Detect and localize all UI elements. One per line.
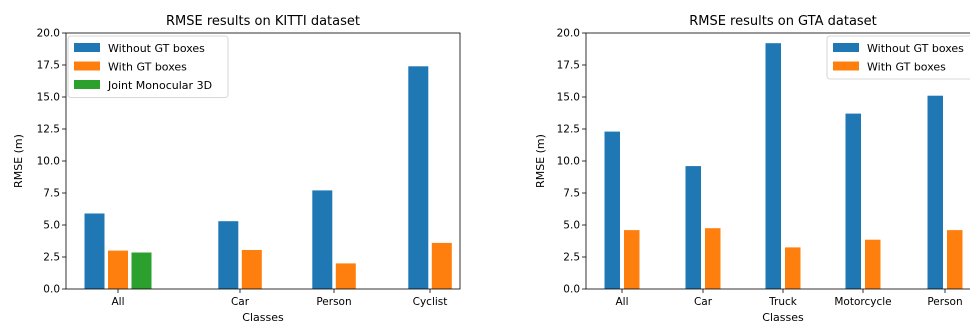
bar — [431, 242, 452, 289]
y-tick-label: 5.0 — [563, 220, 580, 232]
legend-label: With GT boxes — [867, 61, 946, 74]
bar — [408, 66, 429, 289]
x-tick-label: Truck — [768, 296, 798, 308]
bar — [604, 131, 620, 289]
legend-label: Without GT boxes — [108, 42, 205, 55]
legend-swatch — [74, 43, 100, 52]
x-axis-label: Classes — [242, 311, 284, 324]
legend-label: Without GT boxes — [867, 42, 964, 55]
gta-chart: RMSE results on GTA dataset Classes RMSE… — [534, 14, 970, 324]
chart-title: RMSE results on GTA dataset — [689, 14, 877, 29]
bar — [765, 43, 781, 290]
y-tick-label: 2.5 — [43, 252, 60, 264]
x-tick-label: Motorcycle — [834, 296, 891, 308]
y-tick-label: 10.0 — [557, 156, 580, 168]
legend-swatch — [833, 61, 859, 71]
kitti-chart: RMSE results on KITTI dataset Classes RM… — [12, 14, 461, 324]
y-tick-label: 7.5 — [43, 188, 60, 200]
x-tick-label: All — [111, 296, 124, 308]
bar — [241, 250, 262, 289]
bar — [218, 221, 239, 289]
bar — [947, 230, 963, 289]
bar — [335, 263, 356, 289]
bar — [845, 113, 861, 289]
y-tick-label: 2.5 — [563, 252, 580, 264]
bar — [84, 213, 105, 289]
bar — [927, 95, 943, 289]
y-tick-label: 10.0 — [37, 156, 60, 168]
y-tick-label: 7.5 — [563, 188, 580, 200]
bar — [785, 247, 801, 289]
y-tick-label: 20.0 — [557, 28, 580, 40]
bar — [312, 190, 333, 289]
legend-swatch — [74, 80, 100, 89]
x-tick-label: Person — [316, 296, 351, 308]
y-tick-label: 17.5 — [557, 60, 580, 72]
chart-title: RMSE results on KITTI dataset — [166, 14, 360, 29]
bar — [624, 230, 640, 289]
legend-box — [826, 35, 970, 80]
y-tick-label: 12.5 — [37, 124, 60, 136]
bar — [705, 228, 721, 289]
y-tick-label: 15.0 — [37, 92, 60, 104]
y-axis-label: RMSE (m) — [12, 134, 25, 188]
legend-label: Joint Monocular 3D — [107, 79, 212, 92]
bar — [685, 166, 701, 289]
x-tick-label: All — [615, 296, 628, 308]
y-tick-label: 17.5 — [37, 60, 60, 72]
x-tick-label: Person — [927, 296, 962, 308]
legend-label: With GT boxes — [108, 61, 187, 74]
y-tick-label: 0.0 — [563, 284, 580, 296]
y-tick-label: 15.0 — [557, 92, 580, 104]
y-tick-label: 5.0 — [43, 220, 60, 232]
y-tick-label: 20.0 — [37, 28, 60, 40]
legend-swatch — [74, 61, 100, 71]
y-axis-label: RMSE (m) — [534, 134, 547, 188]
bar — [131, 252, 152, 289]
y-tick-label: 0.0 — [43, 284, 60, 296]
x-tick-label: Car — [231, 296, 250, 308]
legend-swatch — [833, 43, 859, 52]
x-tick-label: Car — [694, 296, 713, 308]
y-tick-label: 12.5 — [557, 124, 580, 136]
x-axis-label: Classes — [762, 311, 804, 324]
bar — [865, 239, 881, 289]
bar — [108, 250, 128, 289]
legend-box — [67, 35, 229, 98]
x-tick-label: Cyclist — [413, 296, 448, 308]
